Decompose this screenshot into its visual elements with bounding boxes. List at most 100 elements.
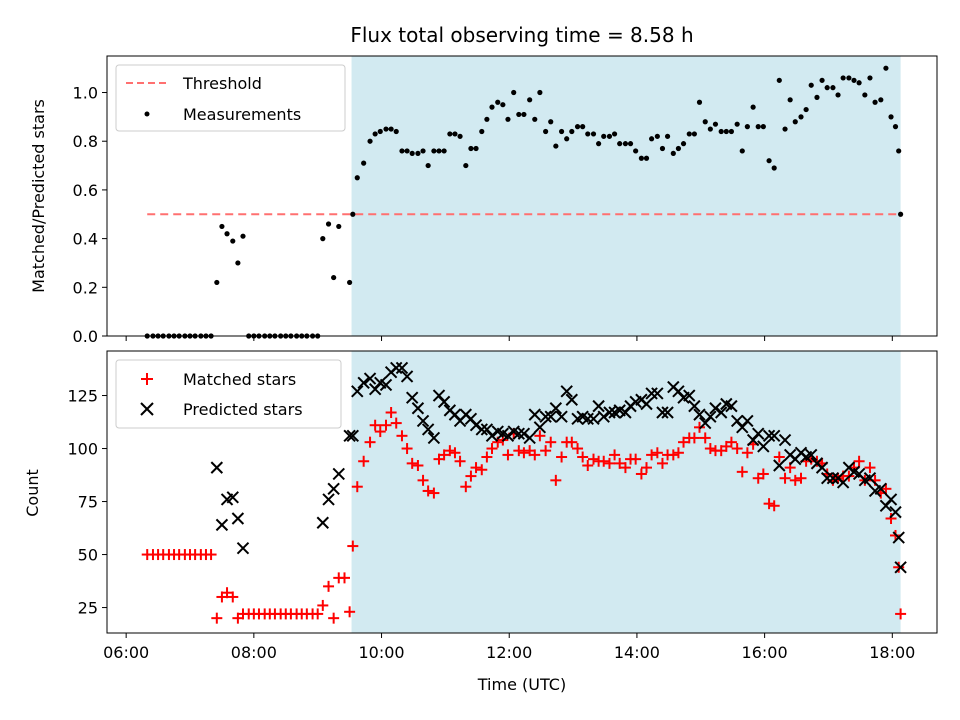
- measurement-point: [235, 260, 241, 266]
- measurement-point: [441, 148, 447, 154]
- measurement-point: [787, 97, 793, 103]
- measurement-point: [331, 274, 337, 281]
- measurement-point: [214, 279, 220, 286]
- predicted-star-point: [603, 406, 616, 419]
- matched-star-point: [678, 436, 690, 448]
- matched-star-point: [540, 445, 552, 457]
- measurement-point: [718, 128, 724, 135]
- predicted-star-point: [469, 419, 483, 432]
- matched-star-point: [406, 457, 418, 469]
- matched-star-point: [885, 513, 897, 525]
- measurement-point: [712, 121, 719, 127]
- predicted-star-point: [215, 518, 229, 532]
- matched-star-point: [757, 468, 769, 480]
- matched-star-point: [369, 419, 381, 431]
- matched-star-point: [428, 487, 440, 499]
- predicted-star-point: [587, 412, 600, 426]
- predicted-star-point: [528, 408, 541, 421]
- x-tick-label: 18:00: [869, 643, 915, 662]
- measurement-point: [622, 141, 629, 147]
- predicted-star-point: [405, 391, 419, 404]
- measurement-point: [361, 160, 367, 166]
- matched-star-point: [598, 455, 610, 467]
- predicted-star-point: [210, 461, 224, 474]
- measurement-point: [728, 128, 735, 135]
- predicted-star-point: [773, 459, 786, 472]
- matched-star-point: [481, 451, 493, 463]
- measurement-point: [537, 89, 543, 96]
- matched-star-point: [317, 599, 329, 611]
- measurement-point: [409, 150, 415, 156]
- matched-star-point: [656, 457, 668, 469]
- predicted-star-point: [661, 406, 674, 419]
- predicted-star-point: [826, 472, 840, 485]
- predicted-stars-legend-swatch: [140, 402, 154, 416]
- measurement-point: [404, 148, 410, 154]
- measurement-point: [320, 236, 326, 242]
- measurement-point: [707, 126, 713, 132]
- matched-star-point: [205, 549, 217, 561]
- matched-star-point: [534, 430, 546, 442]
- matched-star-point: [545, 436, 557, 448]
- measurement-point: [846, 75, 852, 81]
- y-tick-label: 0.2: [73, 278, 98, 297]
- x-tick-label: 16:00: [742, 643, 788, 662]
- measurement-point: [643, 155, 650, 161]
- count-legend: Matched stars Predicted stars: [115, 359, 342, 429]
- measurement-point: [782, 126, 788, 132]
- measurement-point: [611, 131, 618, 137]
- measurement-point: [691, 131, 697, 137]
- matched-star-point: [328, 612, 340, 624]
- measurement-point: [840, 75, 846, 81]
- predicted-star-point: [363, 372, 377, 385]
- matched-star-point: [518, 447, 530, 459]
- predicted-star-point: [836, 476, 850, 489]
- y-tick-label: 50: [78, 546, 98, 565]
- ratio-panel-frame: [106, 55, 938, 337]
- matched-star-point: [667, 449, 679, 461]
- matched-star-point: [390, 417, 402, 429]
- measurement-point: [633, 148, 639, 154]
- measurement-point: [723, 128, 729, 135]
- matched-star-point: [486, 443, 498, 455]
- measurement-point: [468, 145, 474, 152]
- measurement-point: [521, 111, 527, 118]
- matched-star-point: [651, 447, 663, 459]
- predicted-star-point: [236, 541, 250, 555]
- measurement-point: [760, 124, 766, 130]
- ratio-panel: 0.0 0.2 0.4 0.6 0.8 1.0 Matched/Predicted sta…: [29, 55, 938, 346]
- predicted-star-point: [820, 472, 834, 485]
- measurement-point: [505, 116, 511, 122]
- predicted-star-point: [889, 505, 902, 519]
- predicted-star-point: [640, 397, 653, 411]
- x-tick-label: 12:00: [486, 643, 532, 662]
- measurement-point: [240, 233, 246, 239]
- measurement-point: [896, 148, 902, 154]
- predicted-star-point: [512, 427, 526, 440]
- predicted-star-point: [226, 491, 239, 504]
- matched-star-point: [603, 457, 615, 469]
- measurement-point: [585, 131, 591, 137]
- measurement-point: [532, 116, 538, 122]
- measurement-point: [224, 231, 230, 237]
- predicted-star-point: [757, 440, 770, 453]
- matched-star-point: [396, 430, 408, 442]
- y-tick-label: 0.4: [73, 230, 98, 249]
- predicted-star-point: [539, 410, 552, 423]
- predicted-star-point: [592, 399, 605, 413]
- matched-star-point: [417, 474, 429, 486]
- measurement-point: [516, 111, 522, 118]
- measurement-point: [479, 128, 485, 135]
- matched-star-point: [401, 443, 413, 455]
- matched-star-point: [699, 432, 711, 444]
- measurement-point: [473, 145, 479, 152]
- matched-stars-legend-label: Matched stars: [183, 370, 296, 389]
- matched-star-point: [351, 481, 363, 493]
- measurement-point: [393, 128, 399, 135]
- predicted-star-point: [892, 531, 905, 544]
- matched-star-point: [364, 436, 376, 448]
- matched-star-point: [672, 447, 684, 459]
- count-legend-box: [115, 359, 342, 429]
- matched-star-point: [227, 591, 239, 603]
